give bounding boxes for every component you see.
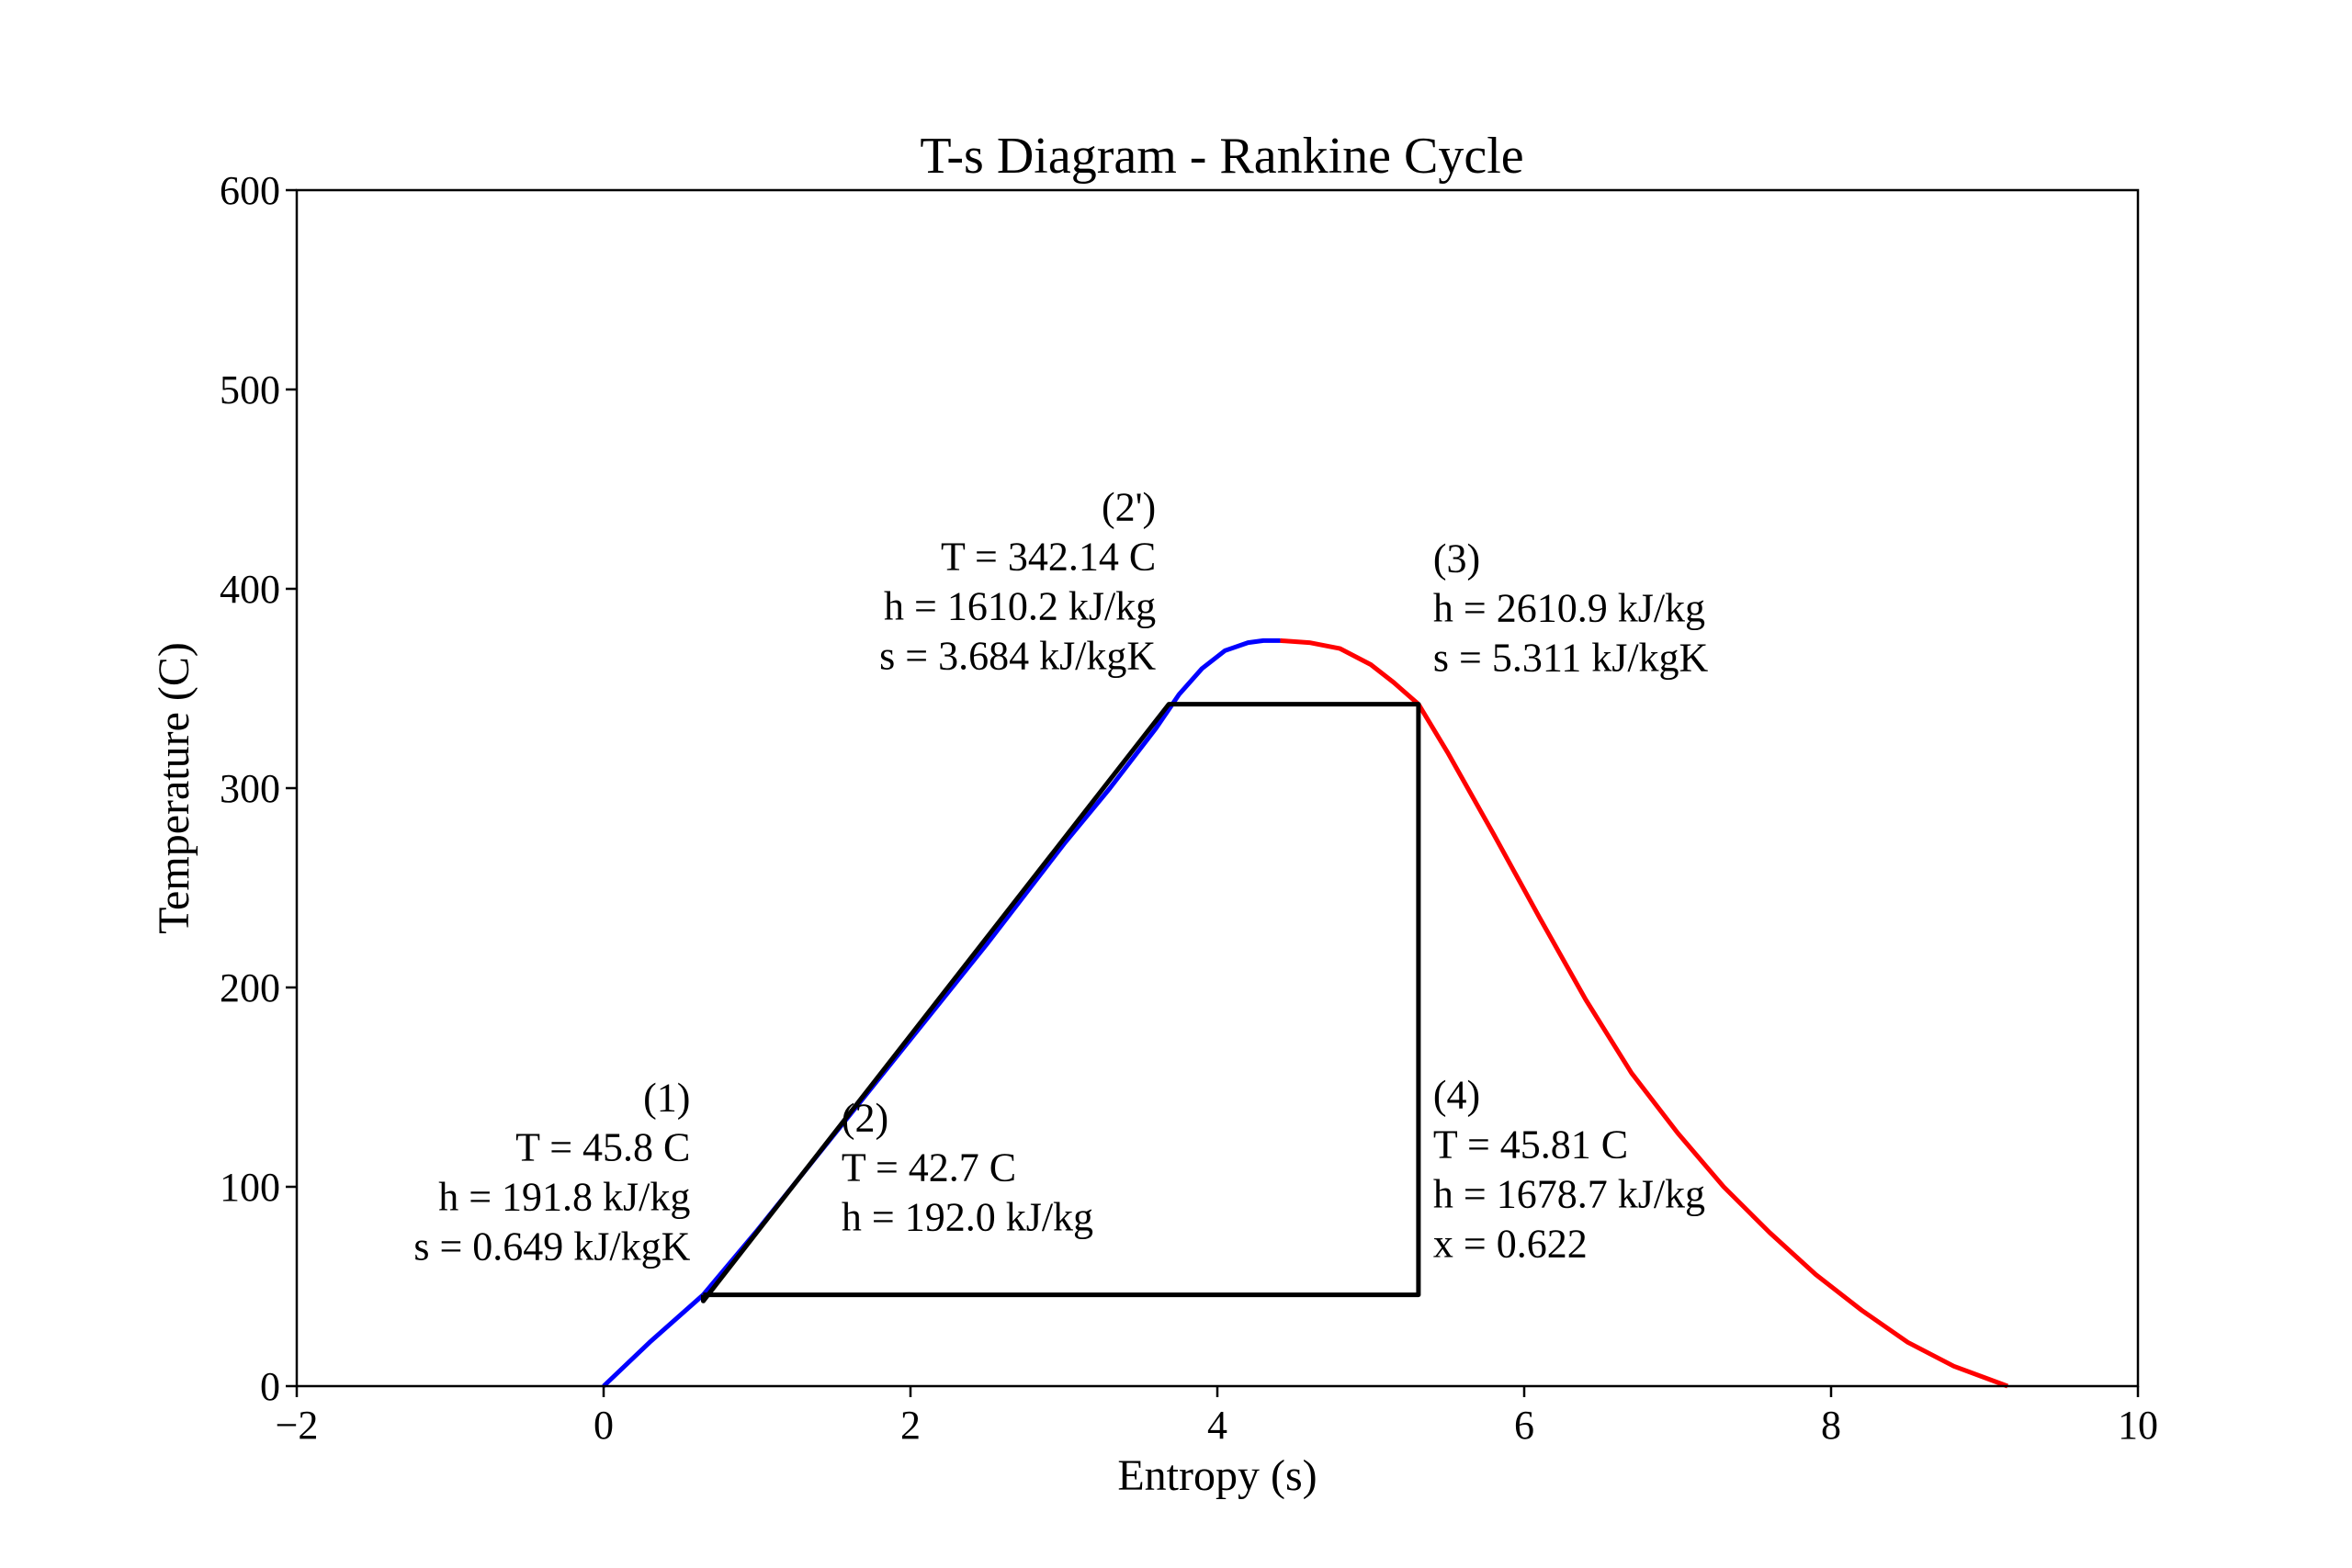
annotation-line: T = 45.81 C	[1433, 1122, 1628, 1168]
y-tick-label: 500	[220, 367, 280, 412]
x-tick-label: 4	[1207, 1403, 1227, 1448]
x-tick-label: 8	[1821, 1403, 1841, 1448]
y-tick-label: 100	[220, 1165, 280, 1210]
annotation-line: T = 42.7 C	[842, 1145, 1016, 1190]
annotation-line: (1)	[643, 1076, 690, 1121]
annotation-line: x = 0.622	[1433, 1222, 1588, 1267]
annotation-line: h = 1610.2 kJ/kg	[884, 584, 1156, 629]
x-tick-label: 6	[1514, 1403, 1534, 1448]
x-axis-ticks: −2 0 2 4 6 8 10	[276, 1386, 2158, 1448]
y-tick-label: 600	[220, 168, 280, 213]
annotation-layer: (1)T = 45.8 C h = 191.8 kJ/kgs = 0.649 kJ…	[413, 485, 1708, 1269]
annotation-p1: (1)T = 45.8 C h = 191.8 kJ/kgs = 0.649 kJ…	[413, 1076, 690, 1269]
annotation-line: (2)	[842, 1095, 888, 1140]
annotation-p2prime: (2') T = 342.14 Ch = 1610.2 kJ/kg s = 3.68…	[879, 485, 1156, 679]
saturated-vapor-line	[1280, 637, 2008, 1389]
x-tick-label: 2	[900, 1403, 921, 1448]
x-axis-label: Entropy (s)	[1117, 1451, 1317, 1500]
annotation-line: h = 192.0 kJ/kg	[842, 1194, 1093, 1239]
y-axis-ticks: 0 100 200 300 400 500 600	[220, 168, 297, 1409]
annotation-line: (4)	[1433, 1073, 1480, 1118]
y-tick-label: 0	[260, 1364, 280, 1409]
annotation-p3: (3) h = 2610.9 kJ/kg s = 5.311 kJ/kgK	[1433, 536, 1709, 681]
y-tick-label: 300	[220, 766, 280, 811]
chart-title: T-s Diagram - Rankine Cycle	[920, 128, 1523, 185]
x-tick-label: −2	[276, 1403, 319, 1448]
x-tick-label: 10	[2118, 1403, 2158, 1448]
y-tick-label: 200	[220, 965, 280, 1010]
annotation-line: h = 191.8 kJ/kg	[438, 1175, 690, 1220]
saturated-liquid-line	[602, 637, 1281, 1388]
y-tick-label: 400	[220, 567, 280, 612]
annotation-line: T = 342.14 C	[941, 535, 1156, 580]
y-axis-label: Temperature (C)	[150, 642, 198, 934]
annotation-line: h = 2610.9 kJ/kg	[1433, 586, 1705, 631]
annotation-line: (3)	[1433, 536, 1480, 581]
annotation-line: s = 0.649 kJ/kgK	[413, 1224, 690, 1269]
series-layer	[602, 637, 2008, 1389]
annotation-p4: (4)T = 45.81 Ch = 1678.7 kJ/kg x = 0.622	[1433, 1073, 1705, 1267]
x-tick-label: 0	[594, 1403, 614, 1448]
annotation-line: h = 1678.7 kJ/kg	[1433, 1172, 1705, 1217]
annotation-p2: (2) T = 42.7 Ch = 192.0 kJ/kg	[842, 1095, 1093, 1239]
annotation-line: s = 3.684 kJ/kgK	[879, 634, 1156, 679]
annotation-line: s = 5.311 kJ/kgK	[1433, 636, 1709, 681]
annotation-line: (2')	[1102, 485, 1156, 530]
rankine-cycle-path	[700, 702, 1421, 1303]
annotation-line: T = 45.8 C	[515, 1125, 690, 1170]
